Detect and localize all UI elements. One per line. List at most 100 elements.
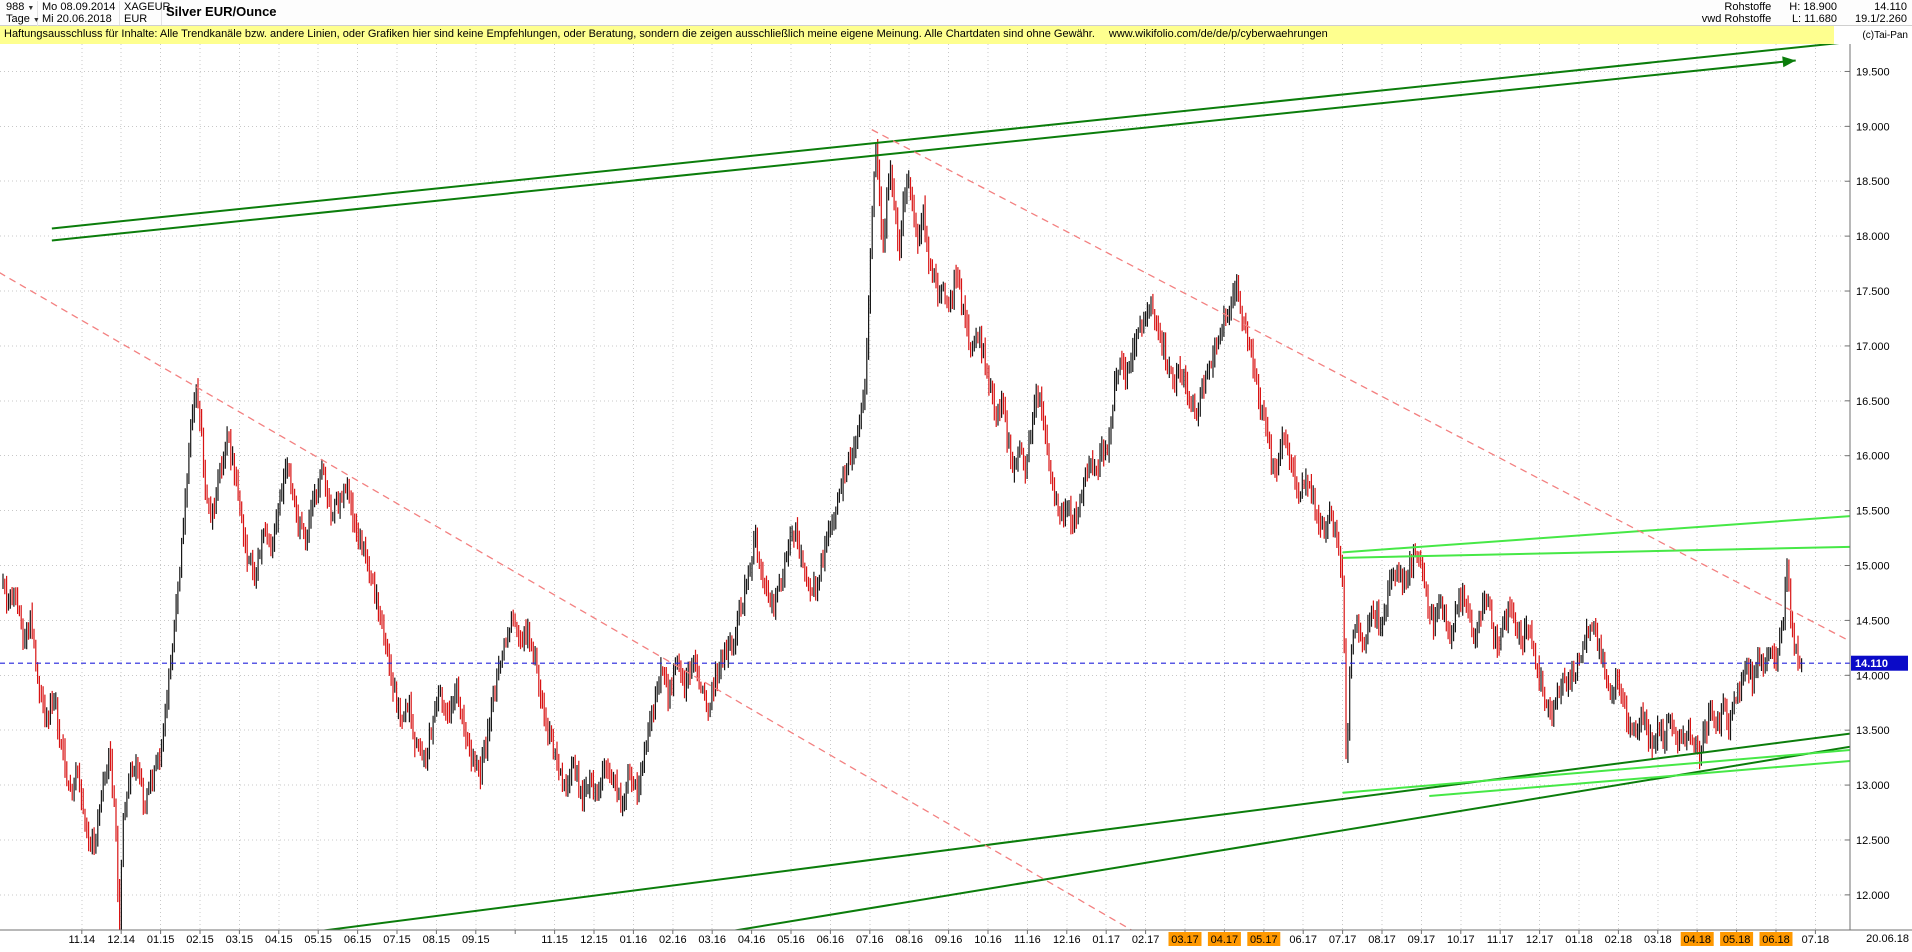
month-tick-label: 02.18 [1605,934,1633,946]
month-tick-label: 06.15 [344,934,372,946]
bars-count-value: 988 [6,1,25,13]
bars-count-dropdown[interactable]: 988 ▼ [2,1,38,15]
downtrend-dashed-2016[interactable] [871,129,1863,648]
caret-down-icon: ▼ [32,17,40,24]
caret-down-icon: ▼ [27,5,35,12]
price-tick-label: 14.000 [1856,670,1890,682]
month-tick-label: 05.16 [777,934,805,946]
highlighted-month-bg [1680,932,1714,946]
month-tick-label: 07.18 [1802,934,1830,946]
grid [0,44,1850,930]
price-tick-label: 15.500 [1856,506,1890,518]
trend-arrowhead-icon [1782,56,1796,68]
month-tick-label: 05.18 [1723,934,1751,946]
month-tick-label: 05.15 [304,934,332,946]
price-tick-label: 15.000 [1856,560,1890,572]
month-tick-label: 08.17 [1368,934,1396,946]
highlighted-month-bg [1720,932,1754,946]
month-tick-label: 02.15 [186,934,214,946]
currency-label: EUR [120,13,162,25]
month-tick-label: 06.16 [817,934,845,946]
upper-trend-arrow[interactable] [51,59,1796,242]
price-bars [2,139,1803,930]
price-tick-label: 17.500 [1856,286,1890,298]
price-axis: 19.500 19.000 18.500 18.000 17.500 17.000 16.5… [1845,66,1890,902]
month-tick-label: 01.15 [147,934,175,946]
price-tick-label: 18.500 [1856,176,1890,188]
last-bar-date: 20.06.18 [1866,933,1909,945]
quote-summary: Rohstoffe vwd Rohstoffe H: 18.900 L: 11.… [1702,1,1907,25]
secondary-value-label: 19.1/2.260 [1855,13,1907,25]
highlighted-month-bg [1247,932,1281,946]
chart-header: 988 ▼ Mo 08.09.2014 XAGEUR Tage ▼ Mi 20.06.… [0,0,1912,27]
timeframe-dropdown[interactable]: Tage ▼ [2,13,40,27]
month-tick-label: 07.16 [856,934,884,946]
month-tick-label: 11.15 [541,934,568,946]
month-tick-label: 06.17 [1289,934,1317,946]
price-tick-label: 12.000 [1856,890,1890,902]
support-bright-lower[interactable] [1429,759,1851,798]
month-tick-label: 06.18 [1762,934,1790,946]
time-axis: 11.14 12.14 01.15 02.15 03.15 04.15 05.15 06.15… [68,930,1829,946]
symbol-label: XAGEUR [120,1,170,13]
month-tick-label: 04.17 [1211,934,1239,946]
month-tick-label: 03.18 [1644,934,1672,946]
price-tick-label: 19.000 [1856,121,1890,133]
disclaimer-bar: Haftungsausschluss für Inhalte: Alle Tre… [0,26,1834,44]
instrument-info: 988 ▼ Mo 08.09.2014 XAGEUR Tage ▼ Mi 20.06.… [2,1,170,27]
timeframe-value: Tage [6,13,30,25]
last-price-label: 14.110 [1874,1,1907,13]
month-tick-label: 12.17 [1526,934,1554,946]
month-tick-label: 01.16 [620,934,648,946]
month-tick-label: 11.14 [68,934,95,946]
price-tick-label: 16.500 [1856,396,1890,408]
price-tick-label: 14.500 [1856,615,1890,627]
month-tick-label: 12.14 [107,934,135,946]
price-tick-label: 16.000 [1856,451,1890,463]
month-tick-label: 10.17 [1447,934,1475,946]
period-low-label: L: 11.680 [1791,13,1837,25]
current-price-tag [1851,655,1908,671]
month-tick-label: 01.18 [1565,934,1593,946]
lower-support-steep[interactable] [685,745,1851,939]
period-high-label: H: 18.900 [1789,1,1837,13]
feed-label: vwd Rohstoffe [1701,13,1772,25]
end-date: Mi 20.06.2018 [38,13,120,25]
price-tick-label: 18.000 [1856,231,1890,243]
month-tick-label: 01.17 [1092,934,1120,946]
downtrend-dashed-2015[interactable] [0,272,1169,952]
month-tick-label: 12.15 [580,934,608,946]
month-tick-label: 04.18 [1683,934,1711,946]
month-tick-label: 07.15 [383,934,411,946]
month-tick-label: 04.15 [265,934,293,946]
month-tick-label: 09.17 [1408,934,1436,946]
month-tick-label: 09.16 [935,934,963,946]
upper-trend-main[interactable] [51,42,1851,230]
page-title: Silver EUR/Ounce [166,4,277,19]
support-bright-upper[interactable] [1342,749,1851,794]
month-tick-label: 08.16 [895,934,923,946]
month-tick-label: 04.16 [738,934,766,946]
month-tick-label: 09.15 [462,934,490,946]
category-label: Rohstoffe [1724,1,1772,13]
resistance-bright-lower[interactable] [1342,545,1851,559]
wikifolio-link[interactable]: www.wikifolio.com/de/de/p/cyberwaehrunge… [1108,28,1328,40]
price-tick-label: 13.500 [1856,725,1890,737]
month-tick-label: 03.16 [698,934,726,946]
highlighted-month-bg [1759,932,1793,946]
lower-support-long[interactable] [200,732,1851,946]
month-tick-label: 02.17 [1132,934,1160,946]
month-tick-label: 11.17 [1487,934,1514,946]
price-tick-label: 19.500 [1856,66,1890,78]
month-tick-label: 07.17 [1329,934,1357,946]
start-date: Mo 08.09.2014 [38,1,120,13]
resistance-bright-upper[interactable] [1342,515,1851,554]
month-tick-label: 02.16 [659,934,687,946]
month-tick-label: 03.17 [1171,934,1199,946]
price-tick-label: 17.000 [1856,341,1890,353]
month-tick-label: 05.17 [1250,934,1278,946]
month-tick-label: 08.15 [423,934,451,946]
month-tick-label: 11.16 [1014,934,1041,946]
disclaimer-text: Haftungsausschluss für Inhalte: Alle Tre… [4,28,1095,40]
